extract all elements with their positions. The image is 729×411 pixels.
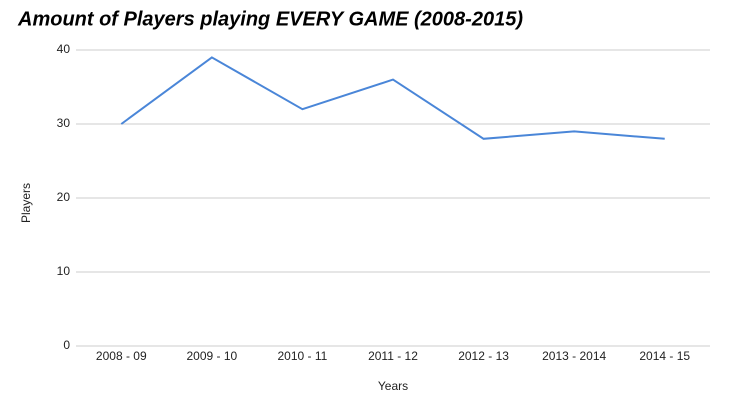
x-tick-label: 2008 - 09: [96, 349, 147, 363]
x-tick-label: 2014 - 15: [639, 349, 690, 363]
x-tick-label: 2012 - 13: [458, 349, 509, 363]
data-line: [120, 56, 665, 140]
y-tick-label: 0: [63, 338, 70, 352]
y-axis-label: Players: [19, 183, 33, 223]
y-tick-label: 30: [57, 116, 71, 130]
x-axis-label: Years: [378, 379, 408, 393]
x-tick-label: 2011 - 12: [368, 349, 418, 363]
y-tick-label: 10: [57, 264, 71, 278]
x-tick-label: 2013 - 2014: [542, 349, 606, 363]
y-tick-label: 40: [57, 42, 71, 56]
x-tick-label: 2009 - 10: [186, 349, 237, 363]
x-tick-label: 2010 - 11: [278, 349, 328, 363]
chart-title: Amount of Players playing EVERY GAME (20…: [17, 8, 523, 30]
y-tick-label: 20: [57, 190, 71, 204]
